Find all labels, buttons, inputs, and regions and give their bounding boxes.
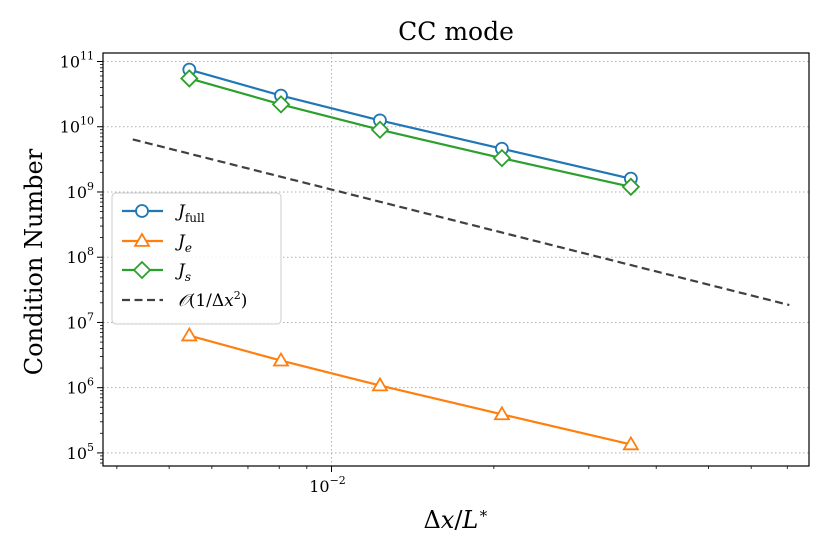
legend-entry: Js [122,260,191,284]
y-tick-label: 109 [67,180,94,202]
y-tick-label: 1011 [60,50,94,72]
legend-entry: Jfull [122,202,205,225]
x-axis-label: Δx/L∗ [423,504,488,534]
data-point [492,148,512,168]
data-point [271,95,291,114]
y-tick-label: 105 [67,441,94,463]
legend-marker [133,232,151,247]
series-diamond [180,69,641,197]
legend-marker [132,260,152,280]
data-point [371,376,389,392]
series-layer [132,62,790,451]
data-point [493,405,511,421]
data-point [272,351,290,367]
x-tick-label: 10−2 [309,474,346,496]
legend-label: 𝒪(1/Δx2) [178,289,247,311]
y-axis-label: Condition Number [20,148,48,375]
series-none [132,138,790,307]
y-tick-label: 106 [67,376,94,398]
y-tick-label: 107 [67,310,94,332]
svg-text:Δx/L∗: Δx/L∗ [423,504,488,534]
legend-box [111,192,282,325]
y-tick-label: 1010 [60,115,94,137]
chart-title: CC mode [398,17,514,46]
y-tick-label: 108 [67,245,94,267]
data-point [622,435,640,451]
legend-label: Js [175,261,191,284]
data-point [370,120,390,139]
legend-marker [135,204,149,218]
data-point [180,69,199,88]
legend-label: Je [175,232,192,255]
plot-frame [102,52,810,467]
series-triangle [180,326,640,451]
legend-entry: Je [122,232,192,255]
data-point [180,326,198,342]
axes: 105 106 107 108 109 1010 1011 10−2 [60,50,810,496]
data-point [621,177,641,197]
legend-label: Jfull [175,202,205,225]
grid-lines [103,53,809,466]
legend: Jfull Je Js 𝒪(1/Δx2) [111,192,282,325]
series-line [132,138,790,307]
legend-entry: 𝒪(1/Δx2) [122,289,247,311]
